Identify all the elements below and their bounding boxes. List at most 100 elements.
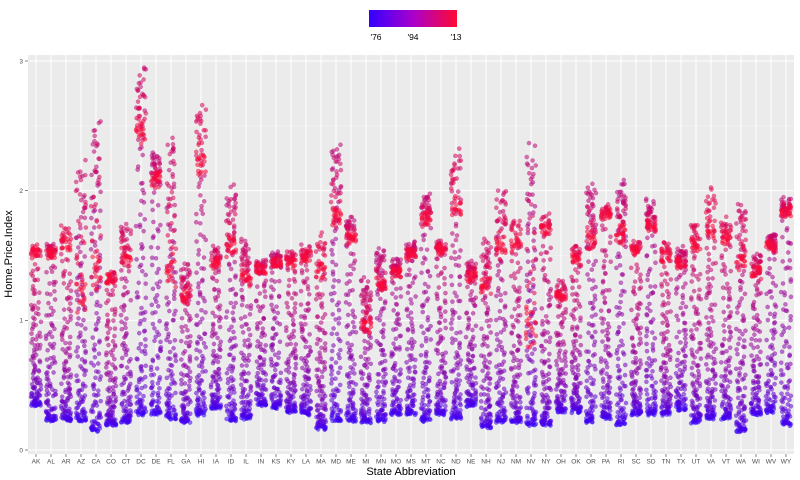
data-point [501, 359, 507, 364]
data-point [96, 258, 102, 264]
data-point [198, 193, 203, 198]
data-point [82, 193, 87, 198]
data-point [449, 205, 455, 211]
data-point [112, 376, 117, 382]
data-point [323, 419, 329, 425]
data-point [458, 392, 463, 397]
data-point [179, 324, 184, 330]
data-point [331, 343, 336, 348]
data-point [108, 404, 113, 410]
data-point [113, 366, 118, 371]
data-point [289, 251, 295, 257]
data-point [169, 393, 175, 398]
data-point [255, 338, 261, 344]
data-point [104, 350, 109, 356]
data-point [374, 389, 379, 395]
data-point [366, 319, 371, 324]
data-point [73, 188, 79, 194]
data-point [48, 305, 54, 311]
data-point [230, 316, 236, 321]
data-point [411, 276, 417, 281]
data-point [376, 379, 381, 385]
data-point [97, 156, 102, 162]
data-point [484, 334, 490, 340]
data-point [202, 331, 208, 337]
data-point [409, 253, 414, 258]
data-point [199, 265, 204, 271]
data-point [314, 285, 320, 290]
data-point [365, 286, 370, 291]
data-point [286, 359, 291, 365]
data-point [425, 268, 431, 274]
data-point [193, 219, 199, 225]
data-point [243, 322, 248, 327]
data-point [261, 362, 267, 368]
data-point [185, 261, 191, 267]
data-point [467, 277, 473, 283]
data-point [183, 324, 188, 329]
data-point [82, 215, 88, 221]
data-point [315, 314, 320, 320]
data-point [306, 292, 312, 297]
data-point [166, 356, 171, 361]
data-point [509, 258, 515, 264]
data-point [434, 291, 439, 297]
data-point [418, 246, 424, 252]
data-point [74, 289, 79, 294]
data-point [299, 270, 305, 276]
data-point [52, 297, 58, 302]
data-point [210, 326, 216, 332]
data-point [397, 344, 402, 350]
data-point [126, 359, 132, 364]
data-point [305, 284, 311, 289]
data-point [231, 304, 237, 310]
data-point [137, 106, 142, 111]
data-point [329, 167, 335, 172]
data-point [293, 361, 299, 367]
data-point [193, 149, 199, 155]
data-point [483, 269, 489, 275]
data-point [173, 284, 178, 290]
data-point [497, 256, 503, 262]
data-point [197, 116, 203, 122]
data-point [194, 239, 199, 244]
data-point [215, 255, 221, 261]
data-point [332, 209, 338, 215]
data-point [164, 267, 170, 273]
data-point [239, 324, 245, 329]
data-point [240, 386, 246, 392]
data-point [487, 403, 493, 409]
data-point [404, 307, 410, 313]
data-point [488, 291, 494, 297]
data-point [378, 309, 384, 315]
data-point [46, 364, 51, 369]
data-point [496, 268, 502, 274]
data-point [453, 223, 459, 229]
data-point [480, 283, 486, 289]
data-point [58, 223, 64, 228]
data-point [452, 193, 458, 199]
data-point [455, 360, 460, 365]
data-point [93, 274, 99, 279]
data-point [337, 382, 343, 388]
data-point [424, 349, 429, 355]
data-point [46, 391, 52, 396]
data-point [79, 387, 85, 392]
data-point [473, 323, 479, 329]
data-point [76, 316, 81, 321]
data-point [318, 320, 324, 325]
data-point [150, 398, 156, 403]
data-point [124, 279, 129, 284]
data-point [215, 359, 221, 365]
data-point [89, 172, 94, 178]
data-point [239, 400, 244, 406]
data-point [508, 365, 514, 371]
data-point [512, 379, 518, 385]
data-point [59, 394, 65, 400]
data-point [94, 310, 99, 316]
data-point [230, 310, 236, 316]
data-point [329, 372, 334, 377]
data-point [90, 335, 96, 340]
data-point [224, 408, 230, 414]
